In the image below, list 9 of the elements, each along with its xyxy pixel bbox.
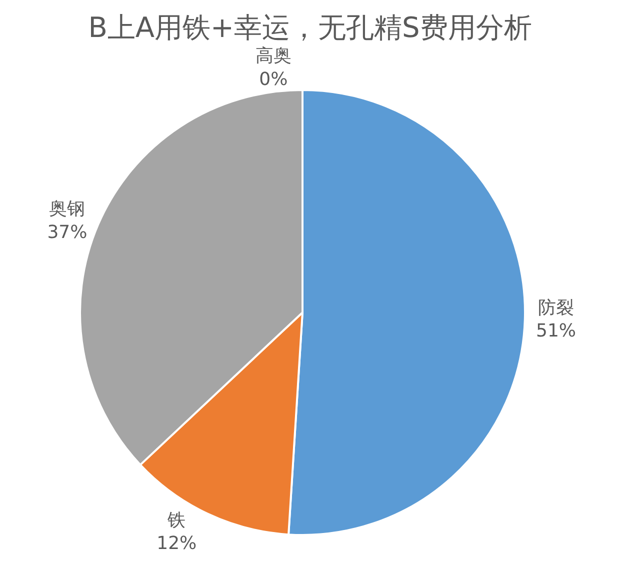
slice-label: 防裂 [538, 297, 574, 318]
data-label: 51% [536, 320, 576, 342]
data-label: 12% [156, 533, 197, 554]
slice-label: 铁 [166, 510, 186, 531]
data-label: 37% [47, 222, 88, 243]
chart-title: B上A用铁+幸运，无孔精S费用分析 [88, 11, 532, 44]
slice-label: 奥钢 [49, 198, 86, 220]
category-label: 高奥 [255, 46, 292, 67]
text: 0% [259, 69, 288, 90]
